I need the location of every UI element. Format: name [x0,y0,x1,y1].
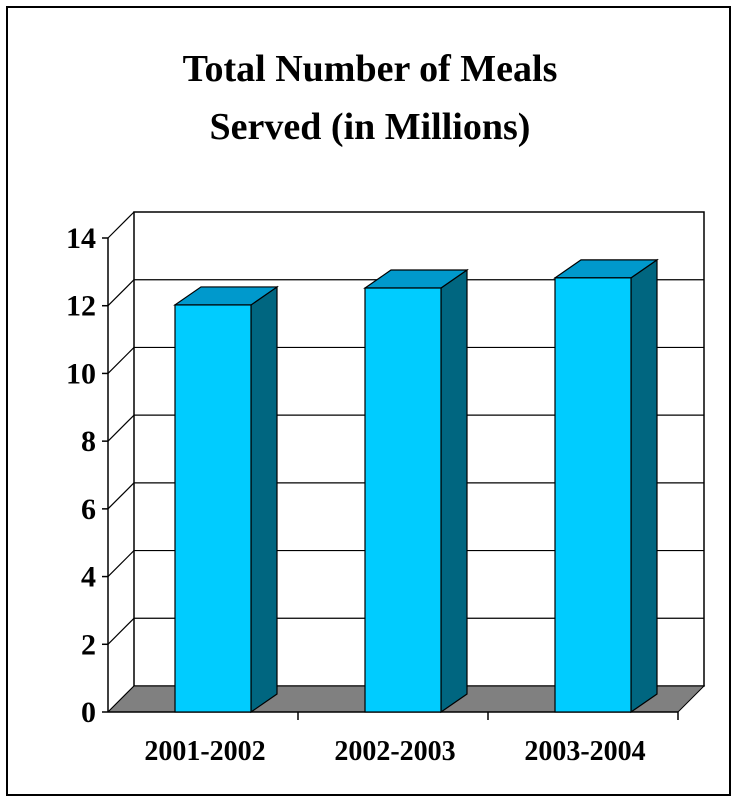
y-tick-label: 10 [66,357,96,390]
y-tick-label: 0 [81,696,96,729]
side-gridline [107,482,135,510]
side-gridline [107,347,135,374]
bar-side [630,258,658,714]
bar [364,287,442,713]
bar [174,304,252,713]
side-gridline [107,211,135,239]
side-gridline [107,279,135,307]
bar-side [440,268,468,714]
chart-title-line-1: Total Number of Meals [182,48,558,90]
y-tick-label: 2 [81,628,96,661]
side-gridline [107,414,135,442]
x-tick-label: 2001-2002 [144,736,265,767]
x-tick-label: 2003-2004 [524,736,645,767]
labels-layer: 0 2 4 6 8 10 12 14 2001-2002 2002-2003 2003-2004 [66,222,646,767]
side-gridline [107,617,135,645]
side-gridline [107,550,135,577]
chart-title-line-2: Served (in Millions) [209,106,531,148]
chart-title: Total Number of Meals Served (in Million… [0,40,740,156]
y-tick-label: 8 [81,425,96,458]
y-tick-label: 6 [81,493,96,526]
bar-side [250,285,278,714]
bar [554,277,632,713]
bars-layer [173,258,659,714]
y-tick-label: 14 [66,222,96,255]
y-tick-label: 12 [66,290,96,323]
y-tick-label: 4 [81,561,96,594]
x-tick-label: 2002-2003 [334,736,455,767]
